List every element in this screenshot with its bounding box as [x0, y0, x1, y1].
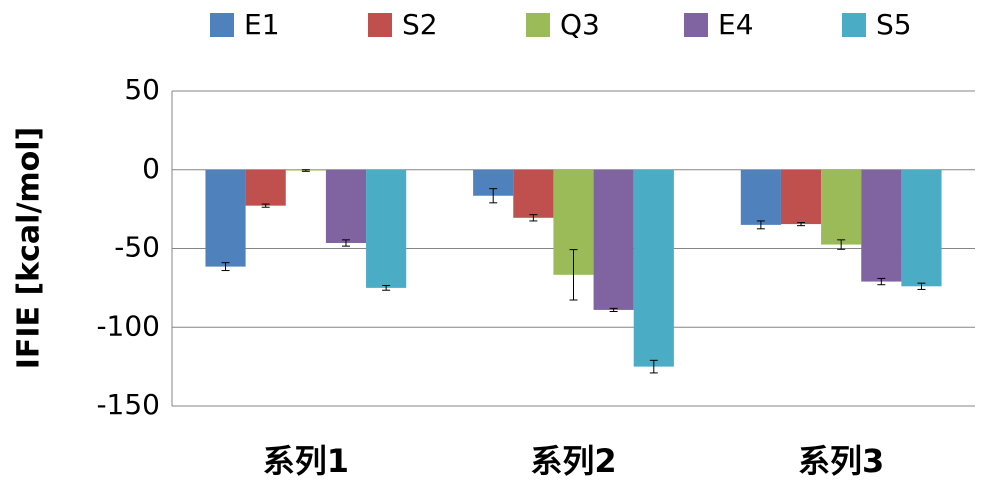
bar	[513, 169, 554, 218]
error-bar	[382, 285, 391, 291]
x-tick-label: 系列2	[530, 442, 616, 480]
legend-swatch	[684, 13, 708, 37]
error-bar	[797, 222, 806, 227]
error-bar	[221, 262, 230, 272]
bar	[245, 169, 286, 206]
bar	[366, 169, 407, 288]
bar	[740, 169, 781, 225]
y-tick-label: 50	[124, 73, 160, 106]
legend-swatch	[368, 13, 392, 37]
bar	[325, 169, 367, 243]
y-tick-label: -100	[96, 309, 160, 342]
bar	[205, 169, 246, 267]
error-bar	[569, 249, 578, 301]
y-axis-label: IFIE [kcal/mol]	[12, 127, 47, 370]
error-bar	[917, 282, 926, 290]
error-bar	[609, 307, 618, 312]
legend-swatch	[210, 13, 234, 37]
bar	[633, 169, 674, 367]
error-bar	[341, 239, 350, 247]
error-bar	[837, 239, 846, 250]
legend-label: E1	[244, 8, 280, 41]
bar	[901, 169, 942, 287]
error-bar	[756, 220, 765, 230]
y-tick-label: -150	[96, 388, 160, 421]
legend-label: E4	[718, 8, 754, 41]
y-tick-label: -50	[114, 231, 160, 264]
error-bar	[261, 203, 270, 208]
error-bar	[877, 277, 886, 286]
legend-label: Q3	[560, 8, 600, 41]
x-tick-label: 系列3	[798, 442, 884, 480]
x-tick-label: 系列1	[263, 442, 349, 480]
legend-swatch	[842, 13, 866, 37]
y-tick-label: 0	[142, 152, 160, 185]
bar	[861, 169, 902, 282]
legend-label: S2	[402, 8, 438, 41]
bar	[593, 169, 634, 310]
bar	[821, 169, 862, 245]
error-bar	[529, 214, 538, 222]
bar	[780, 169, 822, 225]
legend-swatch	[526, 13, 550, 37]
legend-label: S5	[876, 8, 912, 41]
error-bar	[649, 359, 658, 374]
error-bar	[301, 169, 310, 172]
error-bar	[489, 188, 498, 204]
